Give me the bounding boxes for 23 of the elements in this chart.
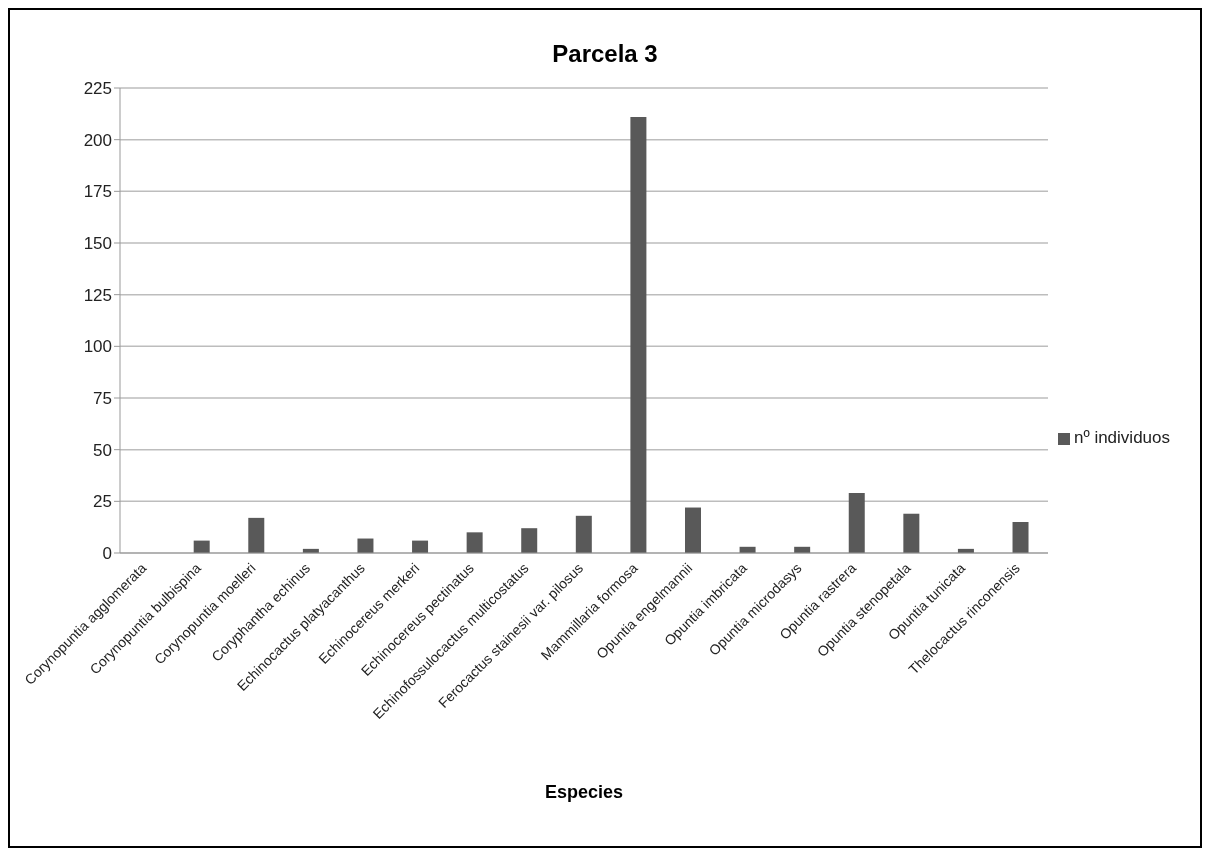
- y-tick-label: 175: [83, 182, 112, 202]
- bar: [466, 532, 483, 553]
- bar: [684, 507, 701, 553]
- y-tick-label: 50: [93, 440, 112, 460]
- y-tick-label: 100: [83, 337, 112, 357]
- bar: [848, 493, 865, 553]
- bar: [357, 538, 374, 553]
- bar: [248, 517, 265, 553]
- x-axis-title: Especies: [544, 782, 624, 802]
- bar: [903, 513, 920, 553]
- bar: [575, 515, 592, 553]
- y-tick-label: 125: [83, 285, 112, 305]
- y-tick-label: 0: [102, 544, 112, 564]
- y-tick-label: 150: [83, 234, 112, 254]
- y-tick-label: 200: [83, 130, 112, 150]
- bar: [1012, 522, 1029, 553]
- bar: [521, 528, 538, 553]
- y-tick-label: 25: [93, 492, 112, 512]
- legend-label: nº individuos: [1074, 428, 1170, 447]
- bar: [630, 116, 647, 553]
- y-tick-label: 75: [93, 389, 112, 409]
- chart-title: Parcela 3: [551, 40, 659, 68]
- y-tick-label: 225: [83, 79, 112, 99]
